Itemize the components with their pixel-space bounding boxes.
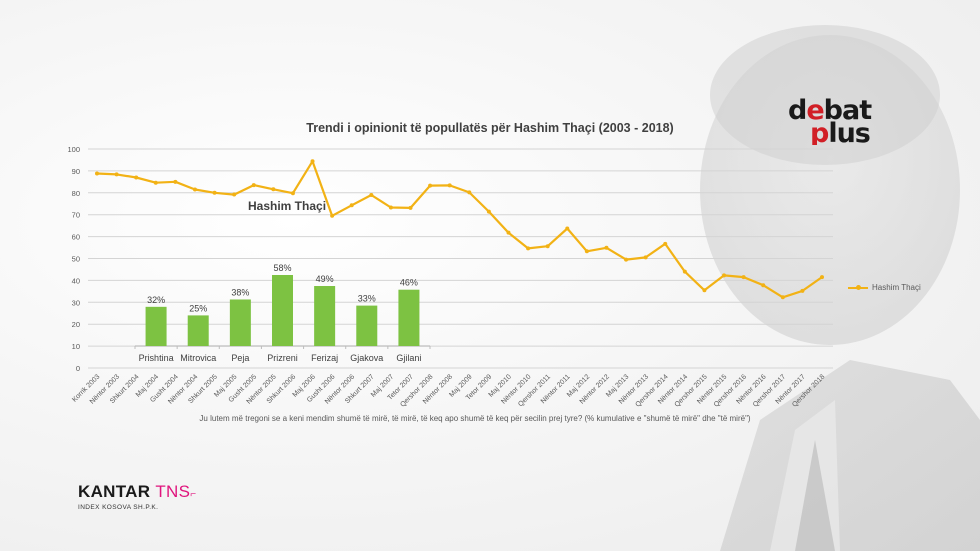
- bar-category-label: Ferizaj: [311, 353, 338, 363]
- bar-category-label: Gjakova: [350, 353, 383, 363]
- data-point-marker: [624, 257, 629, 262]
- legend-line-marker-icon: [848, 285, 868, 290]
- data-point-marker: [114, 172, 119, 177]
- bar-peja: [229, 299, 251, 346]
- data-point-marker: [467, 190, 472, 195]
- data-point-marker: [820, 275, 824, 280]
- data-point-marker: [584, 249, 589, 254]
- y-tick-label: 30: [72, 298, 80, 307]
- y-tick-label: 60: [72, 233, 80, 242]
- data-point-marker: [232, 192, 237, 197]
- line-path: [96, 160, 823, 299]
- inset-bar-chart: 32% Prishtina 25% Mitrovica 38% Peja 58% Prizre…: [134, 263, 431, 363]
- data-point-marker: [134, 175, 139, 180]
- data-point-marker: [173, 179, 178, 184]
- legend-label: Hashim Thaçi: [872, 283, 921, 292]
- series-annotation-label: Hashim Thaçi: [248, 199, 327, 213]
- kantar-subtitle: INDEX KOSOVA SH.P.K.: [78, 504, 159, 511]
- bar-ferizaj: [314, 286, 336, 346]
- y-tick-label: 20: [72, 320, 80, 329]
- y-tick-label: 40: [72, 276, 80, 285]
- data-point-marker: [212, 190, 217, 195]
- data-point-marker: [153, 180, 158, 185]
- y-tick-label: 0: [76, 364, 80, 373]
- bar-gjilani: [398, 289, 420, 346]
- debat-plus-logo: debat plus: [788, 97, 873, 145]
- data-point-marker: [800, 288, 805, 293]
- data-point-marker: [780, 295, 785, 300]
- bar-category-label: Prishtina: [139, 353, 174, 363]
- data-point-marker: [741, 275, 746, 280]
- data-point-marker: [722, 273, 727, 278]
- data-point-marker: [506, 230, 511, 235]
- data-point-marker: [682, 269, 687, 274]
- data-point-marker: [408, 205, 413, 210]
- data-point-marker: [663, 241, 668, 246]
- data-point-marker: [349, 203, 354, 208]
- data-point-marker: [486, 209, 491, 214]
- data-point-marker: [192, 187, 197, 192]
- data-point-marker: [526, 246, 531, 251]
- line-series-hashim-thaci: [95, 159, 824, 300]
- survey-question-footnote: Ju lutem më tregoni se a keni mendim shu…: [199, 414, 751, 423]
- y-axis-ticks: 0 10 20 30 40 50 60 70 80 90 100: [67, 145, 80, 373]
- data-point-marker: [330, 213, 335, 218]
- chart-legend: Hashim Thaçi: [848, 283, 921, 292]
- bar-value-label: 38%: [231, 287, 249, 297]
- data-point-marker: [290, 191, 295, 196]
- bar-prishtina: [145, 306, 167, 346]
- bar-category-label: Peja: [231, 353, 249, 363]
- tns-wordmark: TNS: [155, 482, 191, 501]
- bar-value-label: 58%: [273, 263, 291, 273]
- bar-gjakova: [356, 305, 378, 346]
- kantar-wordmark: KANTAR: [78, 482, 151, 501]
- data-point-marker: [604, 245, 609, 250]
- data-point-marker: [369, 192, 374, 197]
- y-tick-label: 100: [67, 145, 80, 154]
- gridlines: [88, 148, 833, 369]
- kantar-tns-logo: KANTAR TNS⌐ INDEX KOSOVA SH.P.K.: [78, 482, 197, 511]
- data-point-marker: [428, 183, 433, 188]
- data-point-marker: [761, 283, 766, 288]
- y-tick-label: 70: [72, 211, 80, 220]
- bar-value-label: 25%: [189, 303, 207, 313]
- y-tick-label: 80: [72, 189, 80, 198]
- data-point-marker: [643, 255, 648, 260]
- y-tick-label: 10: [72, 342, 80, 351]
- bar-value-label: 46%: [400, 278, 418, 288]
- data-point-marker: [251, 183, 256, 188]
- data-point-marker: [447, 183, 452, 188]
- y-tick-label: 50: [72, 255, 80, 264]
- bar-category-label: Prizreni: [267, 353, 298, 363]
- svg-text:plus: plus: [810, 118, 870, 145]
- data-point-marker: [271, 187, 276, 192]
- data-point-marker: [388, 205, 393, 210]
- y-tick-label: 90: [72, 167, 80, 176]
- bar-category-label: Gjilani: [396, 353, 421, 363]
- bar-value-label: 49%: [316, 274, 334, 284]
- bar-value-label: 33%: [358, 294, 376, 304]
- data-point-marker: [565, 226, 570, 231]
- data-point-marker: [95, 171, 99, 176]
- data-point-marker: [702, 288, 707, 293]
- bar-prizreni: [272, 275, 293, 346]
- bar-category-label: Mitrovica: [180, 353, 216, 363]
- chart-title: Trendi i opinionit të popullatës për Has…: [306, 121, 674, 135]
- svg-text:debat: debat: [788, 97, 872, 126]
- data-point-marker: [545, 244, 550, 249]
- bar-mitrovica: [187, 315, 209, 346]
- data-point-marker: [310, 159, 315, 164]
- bar-value-label: 32%: [147, 295, 165, 305]
